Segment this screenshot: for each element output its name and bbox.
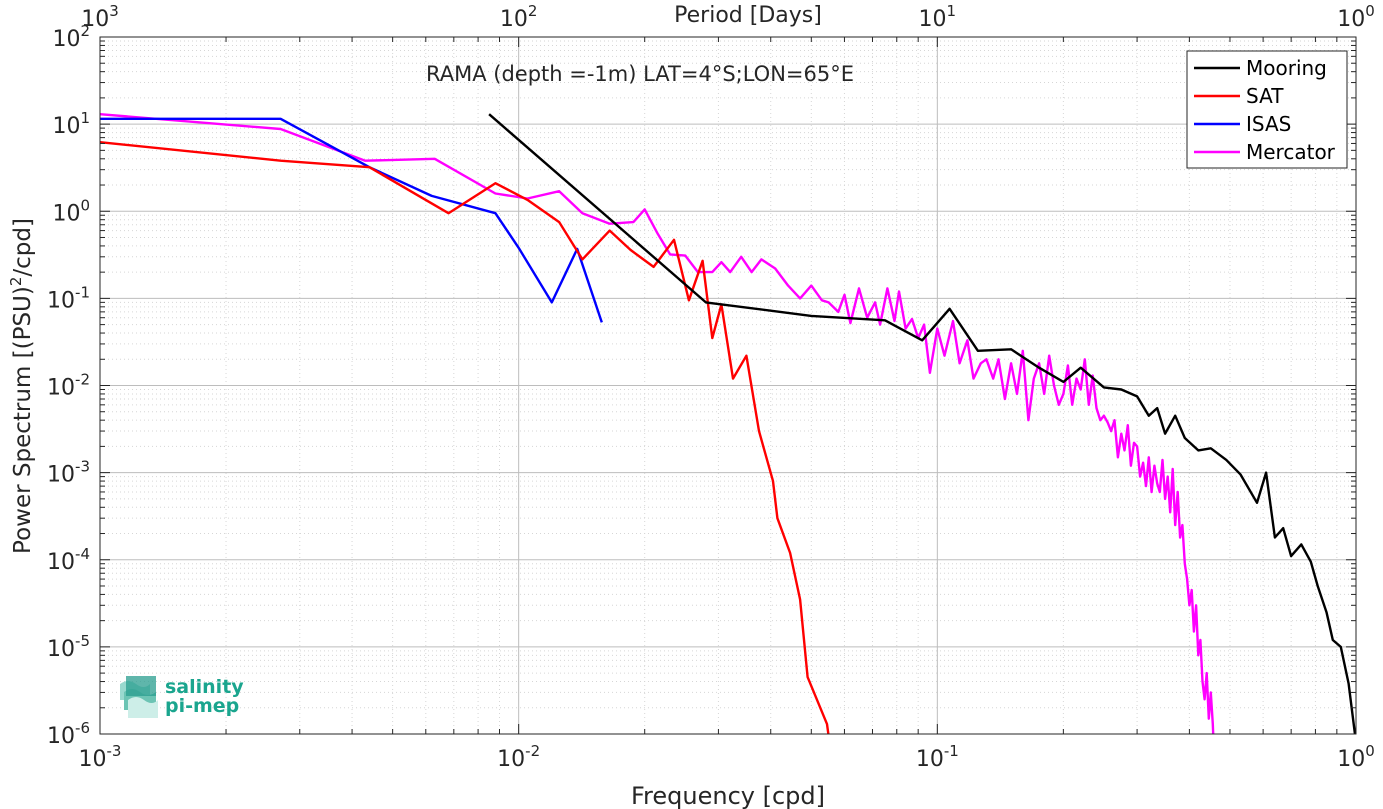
x-tick-label-exp: 0 — [1365, 742, 1375, 760]
top-tick-label-exp: 0 — [1365, 2, 1375, 20]
y-tick-label-base: 10 — [47, 463, 75, 488]
x-tick-label-exp: -1 — [944, 742, 959, 760]
top-tick-label: 102 — [500, 2, 538, 32]
x-tick-label-base: 10 — [79, 747, 107, 772]
top-axis-label: Period [Days] — [674, 3, 822, 28]
x-tick-label-exp: -3 — [107, 742, 122, 760]
tick-marks — [99, 36, 1357, 735]
y-tick-label-base: 10 — [47, 288, 75, 313]
x-tick-label-exp: -2 — [525, 742, 540, 760]
logo-wave-front — [128, 697, 158, 718]
x-tick-label-base: 10 — [1337, 747, 1365, 772]
series-isas — [100, 117, 603, 323]
x-tick-label: 100 — [1337, 742, 1375, 772]
top-tick-label-exp: 3 — [109, 2, 119, 20]
x-axis-label: Frequency [cpd] — [631, 782, 825, 809]
y-tick-label: 101 — [52, 109, 90, 139]
top-tick-label-exp: 2 — [528, 2, 538, 20]
grid — [99, 36, 1357, 735]
y-tick-label-base: 10 — [52, 27, 80, 52]
series-mooring — [488, 113, 1356, 734]
y-tick-label-base: 10 — [52, 201, 80, 226]
top-tick-label-base: 10 — [1337, 7, 1365, 32]
logo-line2: pi-mep — [165, 695, 239, 717]
x-tick-label: 10-3 — [79, 742, 122, 772]
y-tick-label-exp: 0 — [80, 196, 90, 214]
y-tick-label: 10-1 — [47, 283, 90, 313]
top-tick-label: 100 — [1337, 2, 1375, 32]
y-tick-label-base: 10 — [47, 550, 75, 575]
y-tick-label-exp: -5 — [75, 632, 90, 650]
y-tick-label: 10-6 — [47, 719, 90, 749]
y-axis-label-sup: 2 — [7, 277, 25, 287]
legend-box — [1186, 50, 1348, 169]
y-axis-label-main: Power Spectrum [(PSU) — [10, 286, 36, 554]
y-tick-label: 10-2 — [47, 371, 90, 401]
y-tick-label: 10-4 — [47, 545, 90, 575]
y-tick-label-base: 10 — [47, 637, 75, 662]
x-tick-label: 10-2 — [497, 742, 540, 772]
y-tick-label-base: 10 — [52, 114, 80, 139]
y-tick-label-exp: -3 — [75, 458, 90, 476]
logo-line1: salinity — [165, 676, 244, 698]
top-tick-label: 103 — [81, 2, 119, 32]
top-tick-label-exp: 1 — [947, 2, 957, 20]
y-tick-label: 10-5 — [47, 632, 90, 662]
y-tick-label-base: 10 — [47, 376, 75, 401]
top-tick-label-base: 10 — [919, 7, 947, 32]
x-tick-label-base: 10 — [916, 747, 944, 772]
x-tick-label-base: 10 — [497, 747, 525, 772]
y-tick-label-exp: 2 — [80, 22, 90, 40]
logo-block — [126, 676, 156, 696]
top-tick-label-base: 10 — [500, 7, 528, 32]
y-tick-label: 100 — [52, 196, 90, 226]
chart-title: RAMA (depth =-1m) LAT=4°S;LON=65°E — [426, 62, 854, 86]
salinity-pi-mep-logo: salinity pi-mep — [120, 676, 244, 718]
y-tick-label-exp: -6 — [75, 719, 90, 737]
y-tick-label: 102 — [52, 22, 90, 52]
y-axis-label: Power Spectrum [(PSU)2/cpd] — [7, 218, 36, 554]
legend-label-mooring: Mooring — [1246, 56, 1327, 80]
y-tick-label-exp: -4 — [75, 545, 90, 563]
y-tick-label-exp: -1 — [75, 283, 90, 301]
legend-label-sat: SAT — [1246, 84, 1284, 108]
top-tick-label-base: 10 — [81, 7, 109, 32]
y-tick-label: 10-3 — [47, 458, 90, 488]
y-tick-label-exp: -2 — [75, 371, 90, 389]
y-axis-label-tail: /cpd] — [10, 218, 36, 277]
y-tick-label-base: 10 — [47, 724, 75, 749]
series-sat — [100, 141, 830, 734]
y-tick-label-exp: 1 — [80, 109, 90, 127]
top-tick-label: 101 — [919, 2, 957, 32]
x-tick-label: 10-1 — [916, 742, 959, 772]
series-mercator — [100, 113, 1215, 734]
legend: Mooring SAT ISAS Mercator — [1186, 50, 1348, 169]
legend-label-mercator: Mercator — [1246, 140, 1336, 164]
series-lines — [100, 113, 1356, 734]
legend-label-isas: ISAS — [1246, 112, 1291, 136]
